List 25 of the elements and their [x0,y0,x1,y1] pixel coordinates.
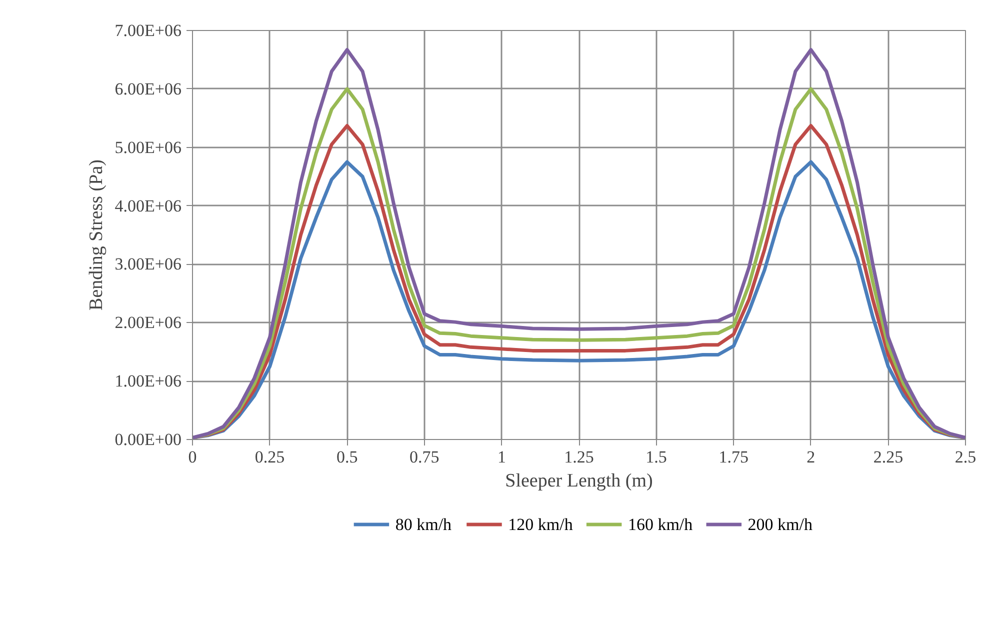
y-tick-label: 3.00E+06 [114,254,182,274]
x-tick-label: 2.25 [873,448,904,466]
x-tick-label: 1.75 [718,448,748,466]
y-tick-label: 5.00E+06 [114,138,182,157]
y-tick-label: 1.00E+06 [114,372,182,391]
y-tick-label: 4.00E+06 [114,196,182,216]
x-tick-label: 0.75 [410,448,440,466]
y-tick-label: 2.00E+06 [114,313,182,332]
x-tick-label: 1.5 [646,448,667,466]
y-axis-title: Bending Stress (Pa) [86,160,107,310]
x-tick-label: 1 [497,448,506,466]
legend-label: 200 km/h [748,515,813,534]
y-tick-label: 0.00E+00 [114,430,182,449]
x-tick-label: 0.5 [336,448,358,466]
legend-label: 120 km/h [508,515,574,534]
legend-label: 160 km/h [628,515,694,534]
x-tick-label: 0.25 [254,448,285,466]
y-tick-label: 6.00E+06 [114,79,182,98]
x-tick-label: 0 [188,448,197,466]
y-tick-label: 7.00E+06 [114,21,182,40]
x-tick-label: 1.25 [564,448,594,466]
x-tick-label: 2 [806,448,816,466]
x-tick-label: 2.5 [954,448,976,466]
x-axis-title: Sleeper Length (m) [505,470,653,492]
legend-label: 80 km/h [395,515,452,534]
